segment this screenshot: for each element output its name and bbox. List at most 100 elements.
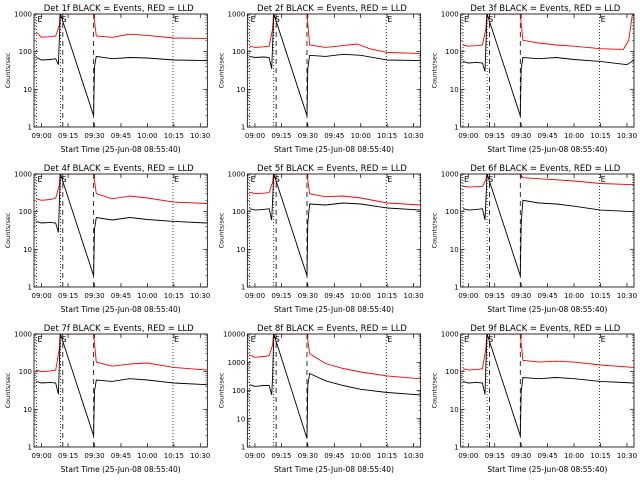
plot-frame	[460, 333, 635, 448]
marker-label: S	[275, 15, 280, 24]
marker-label: E	[387, 175, 392, 184]
x-tick-label: 09:45	[538, 452, 558, 460]
x-tick-label: 09:00	[458, 452, 478, 460]
x-tick-label: 10:30	[190, 292, 210, 300]
marker-label: E	[37, 175, 42, 184]
x-tick-label: 10:30	[190, 452, 210, 460]
x-tick-label: 09:15	[58, 132, 78, 140]
y-axis-label: Counts/sec	[4, 372, 12, 408]
x-tick-label: 09:30	[511, 132, 531, 140]
y-axis-label: Counts/sec	[431, 52, 439, 88]
x-tick-label: 09:15	[271, 452, 291, 460]
y-tick-label: 10	[23, 86, 32, 94]
x-tick-label: 10:30	[617, 452, 637, 460]
x-tick-label: 09:30	[298, 292, 318, 300]
x-tick-label: 10:30	[617, 292, 637, 300]
marker-label: S	[275, 335, 280, 344]
x-axis-label: Start Time (25-Jun-08 08:55:40)	[61, 305, 181, 314]
x-tick-label: 09:15	[271, 292, 291, 300]
y-tick-label: 1	[241, 124, 245, 132]
x-tick-label: 09:45	[324, 292, 344, 300]
y-tick-label: 1000	[14, 11, 32, 19]
x-tick-label: 09:30	[298, 132, 318, 140]
y-tick-label: 10	[23, 246, 32, 254]
marker-label: E	[387, 15, 392, 24]
events-series-line	[36, 174, 208, 276]
y-tick-label: 1000	[441, 171, 459, 179]
y-axis-label: Counts/sec	[431, 212, 439, 248]
y-tick-label: 1000	[14, 171, 32, 179]
y-tick-label: 10	[450, 246, 459, 254]
x-tick-label: 10:30	[617, 132, 637, 140]
events-series-line	[36, 14, 208, 116]
x-tick-label: 09:15	[485, 292, 505, 300]
x-tick-label: 09:15	[271, 132, 291, 140]
marker-label: E	[174, 15, 179, 24]
x-axis-label: Start Time (25-Jun-08 08:55:40)	[274, 465, 394, 474]
marker-label: E	[464, 175, 469, 184]
plot-frame	[246, 13, 422, 128]
x-tick-label: 10:00	[137, 292, 157, 300]
x-tick-label: 09:00	[32, 292, 52, 300]
x-tick-label: 09:45	[111, 452, 131, 460]
marker-label: S	[488, 175, 493, 184]
x-tick-label: 09:00	[458, 292, 478, 300]
x-axis-label: Start Time (25-Jun-08 08:55:40)	[61, 465, 181, 474]
y-tick-label: 10	[450, 86, 459, 94]
marker-label: S	[488, 335, 493, 344]
marker-label: E	[464, 335, 469, 344]
x-tick-label: 09:30	[84, 132, 104, 140]
y-axis-label: Counts/sec	[217, 52, 225, 88]
marker-label: E	[601, 175, 606, 184]
panel-title: Det 1f BLACK = Events, RED = LLD	[44, 4, 194, 14]
x-tick-label: 09:30	[84, 292, 104, 300]
y-tick-label: 100	[19, 368, 32, 376]
detector-panel-7: Det 7f BLACK = Events, RED = LLD Counts/s…	[4, 324, 210, 474]
x-tick-label: 10:00	[564, 452, 584, 460]
y-axis-label: Counts/sec	[4, 52, 12, 88]
x-axis-label: Start Time (25-Jun-08 08:55:40)	[274, 305, 394, 314]
x-axis-label: Start Time (25-Jun-08 08:55:40)	[487, 465, 607, 474]
x-tick-label: 10:00	[137, 452, 157, 460]
y-tick-label: 1	[241, 284, 245, 292]
detector-panel-1: Det 1f BLACK = Events, RED = LLD Counts/s…	[4, 4, 210, 154]
x-tick-label: 10:30	[404, 292, 424, 300]
x-axis-label: Start Time (25-Jun-08 08:55:40)	[487, 145, 607, 154]
x-tick-label: 09:30	[298, 452, 318, 460]
y-tick-label: 10	[450, 406, 459, 414]
detector-panel-2: Det 2f BLACK = Events, RED = LLD Counts/s…	[217, 4, 423, 154]
events-series-line	[36, 334, 208, 436]
y-tick-label: 1000	[228, 171, 246, 179]
x-tick-label: 09:15	[485, 452, 505, 460]
y-axis-label: Counts/sec	[217, 372, 225, 408]
lld-series-line	[462, 14, 634, 50]
x-tick-label: 09:45	[324, 132, 344, 140]
detector-panel-4: Det 4f BLACK = Events, RED = LLD Counts/s…	[4, 164, 210, 314]
x-axis-label: Start Time (25-Jun-08 08:55:40)	[487, 305, 607, 314]
plot-frame	[246, 173, 422, 288]
marker-label: E	[251, 15, 256, 24]
panel-title: Det 8f BLACK = Events, RED = LLD	[257, 324, 407, 334]
x-tick-label: 09:00	[245, 292, 265, 300]
x-tick-label: 09:00	[245, 132, 265, 140]
x-tick-label: 09:45	[538, 132, 558, 140]
y-tick-label: 100	[232, 208, 245, 216]
x-tick-label: 10:15	[377, 132, 397, 140]
x-tick-label: 09:30	[511, 452, 531, 460]
x-tick-label: 10:15	[590, 452, 610, 460]
events-series-line	[462, 334, 634, 436]
x-tick-label: 10:00	[351, 452, 371, 460]
panel-title: Det 7f BLACK = Events, RED = LLD	[44, 324, 194, 334]
x-tick-label: 09:45	[111, 132, 131, 140]
x-tick-label: 09:30	[511, 292, 531, 300]
plot-frame	[460, 13, 635, 128]
x-tick-label: 10:15	[377, 292, 397, 300]
events-series-line	[462, 174, 634, 276]
marker-label: E	[174, 335, 179, 344]
y-tick-label: 10	[236, 86, 245, 94]
marker-label: E	[251, 175, 256, 184]
y-tick-label: 100	[19, 208, 32, 216]
x-tick-label: 09:00	[458, 132, 478, 140]
y-tick-label: 100	[232, 48, 245, 56]
lld-series-line	[462, 334, 634, 371]
